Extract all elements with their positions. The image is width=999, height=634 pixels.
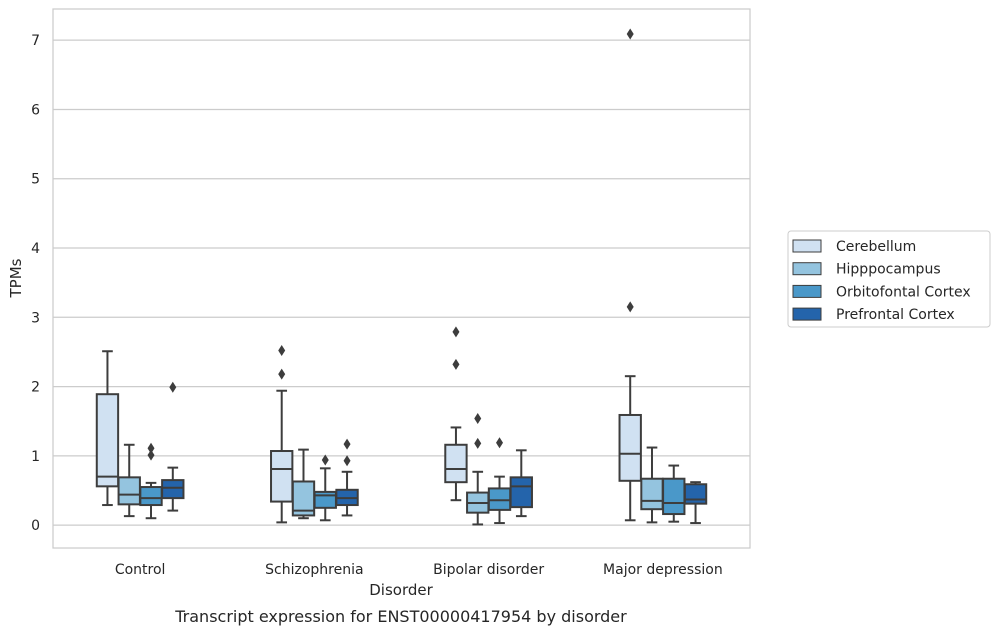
grid-lines [53,39,750,526]
box-iqr [313,490,337,509]
outlier-point [278,368,286,380]
y-tick-label: 6 [31,102,40,118]
box-orbitofontal-cortex [139,442,163,520]
legend-label: Cerebellum [836,239,916,255]
y-axis-title: TPMs [7,258,25,298]
legend-swatch [792,239,822,253]
box-cerebellum [618,28,642,522]
outlier-point [626,28,634,40]
box-cerebellum [270,345,294,524]
legend-swatch [792,262,822,276]
y-tick-labels: 0 1 2 3 4 5 6 7 [31,33,40,534]
box-iqr [444,443,468,484]
box-prefrontal-cortex [335,438,359,517]
y-tick-label: 3 [31,310,40,326]
box-iqr [618,413,642,482]
x-tick-labels: Control Schizophrenia Bipolar disorder Majo… [115,562,723,578]
legend-frame [787,230,991,328]
box-prefrontal-cortex [683,481,708,525]
box-prefrontal-cortex [161,381,185,512]
box-iqr [139,486,163,507]
outlier-point [278,345,286,357]
legend-label: Prefrontal Cortex [836,307,955,323]
legend: Cerebellum Hipppocampus Orbitofontal Corte… [787,230,991,328]
chart-title: Transcript expression for ENST0000041795… [174,607,627,626]
box-cerebellum [444,326,468,502]
outlier-point [169,381,177,393]
box-orbitofontal-cortex [313,454,337,522]
y-tick-label: 4 [31,241,40,257]
box-iqr [640,477,664,511]
box-iqr [95,393,120,488]
plot-frame [52,8,751,549]
outlier-point [496,437,504,449]
outlier-point [321,454,329,466]
box-orbitofontal-cortex [662,464,686,523]
x-axis-title: Disorder [369,581,433,599]
outlier-point [452,358,460,370]
box-iqr [683,483,708,505]
outlier-point [147,442,155,454]
box-hipppocampus [640,446,664,524]
legend-swatch [792,284,822,298]
y-tick-label: 1 [31,449,40,465]
outlier-point [147,449,155,461]
outlier-point [474,437,482,449]
x-tick-label: Major depression [603,562,723,578]
box-orbitofontal-cortex [487,437,512,525]
box-series [95,28,708,526]
legend-swatch [792,307,822,321]
y-tick-label: 5 [31,172,40,188]
box-cerebellum [95,350,120,507]
box-iqr [662,477,686,516]
y-tick-label: 7 [31,33,40,49]
box-iqr [161,479,185,500]
box-iqr [270,450,294,503]
box-hipppocampus [466,412,490,526]
box-hipppocampus [117,443,141,518]
legend-label: Hipppocampus [836,262,941,278]
box-hipppocampus [291,448,316,520]
y-tick-label: 2 [31,380,40,396]
outlier-point [474,412,482,424]
x-tick-label: Bipolar disorder [433,562,544,578]
legend-label: Orbitofontal Cortex [836,284,971,300]
box-prefrontal-cortex [509,449,533,518]
outlier-point [452,326,460,338]
x-tick-label: Control [115,562,166,578]
outlier-point [626,301,634,313]
y-tick-label: 0 [31,518,40,534]
x-tick-label: Schizophrenia [265,562,363,578]
box-iqr [509,476,533,509]
outlier-point [343,455,351,467]
outlier-point [343,438,351,450]
box-iqr [487,487,512,511]
box-iqr [117,476,141,506]
